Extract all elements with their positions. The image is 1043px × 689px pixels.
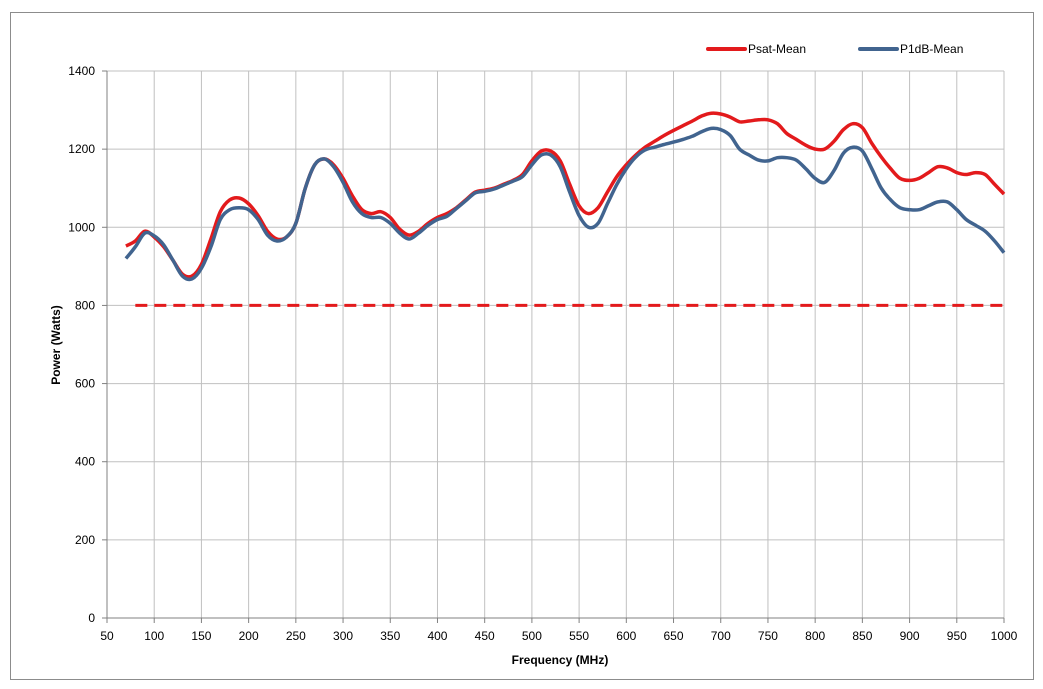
- x-tick-label: 800: [805, 629, 825, 643]
- y-tick-label: 200: [75, 533, 95, 547]
- x-tick-label: 1000: [991, 629, 1018, 643]
- legend-label-p1db: P1dB-Mean: [900, 42, 963, 56]
- x-tick-label: 300: [333, 629, 353, 643]
- x-tick-label: 100: [144, 629, 164, 643]
- y-tick-label: 400: [75, 455, 95, 469]
- x-tick-label: 400: [427, 629, 447, 643]
- tick-labels: 50 100 150 200 250 300 350 400 450 500 550 600 650 70…: [68, 64, 1017, 643]
- y-axis-title: Power (Watts): [49, 305, 63, 385]
- x-tick-label: 50: [100, 629, 114, 643]
- legend: Psat-Mean P1dB-Mean: [706, 42, 963, 56]
- y-tick-label: 600: [75, 377, 95, 391]
- axes: [102, 70, 1005, 623]
- x-tick-label: 550: [569, 629, 589, 643]
- x-tick-label: 950: [947, 629, 967, 643]
- series-lines: [124, 111, 1006, 307]
- x-tick-label: 250: [286, 629, 306, 643]
- x-tick-label: 850: [852, 629, 872, 643]
- y-tick-label: 1200: [68, 142, 95, 156]
- y-tick-label: 800: [75, 298, 95, 312]
- x-tick-label: 500: [522, 629, 542, 643]
- chart-frame: [10, 12, 1034, 680]
- x-tick-label: 900: [900, 629, 920, 643]
- x-tick-label: 200: [239, 629, 259, 643]
- x-tick-label: 350: [380, 629, 400, 643]
- x-tick-label: 750: [758, 629, 778, 643]
- y-tick-label: 1000: [68, 220, 95, 234]
- x-tick-label: 150: [191, 629, 211, 643]
- y-tick-label: 0: [88, 611, 95, 625]
- p1db-mean-line: [124, 126, 1006, 282]
- x-tick-label: 600: [616, 629, 636, 643]
- y-tick-label: 1400: [68, 64, 95, 78]
- x-tick-label: 650: [664, 629, 684, 643]
- psat-mean-line: [125, 111, 1006, 279]
- legend-label-psat: Psat-Mean: [748, 42, 806, 56]
- x-axis-title: Frequency (MHz): [512, 653, 609, 667]
- x-tick-label: 700: [711, 629, 731, 643]
- x-tick-label: 450: [475, 629, 495, 643]
